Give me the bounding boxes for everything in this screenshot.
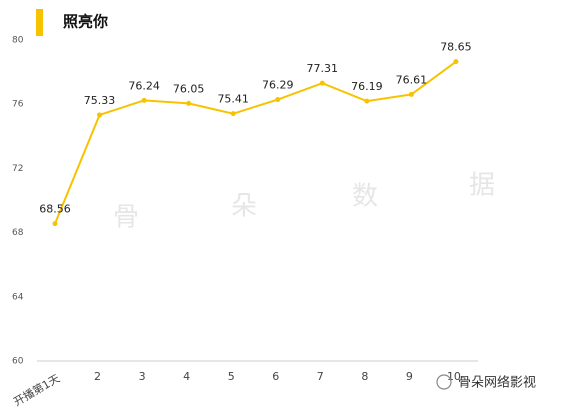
y-tick-label: 80: [12, 36, 24, 46]
value-label: 78.65: [440, 41, 472, 54]
x-tick-label: 2: [94, 370, 101, 383]
x-tick-label: 9: [406, 370, 413, 383]
value-label: 76.29: [262, 79, 294, 92]
point: [52, 221, 58, 227]
watermark: 数: [352, 182, 378, 212]
x-tick-label: 8: [361, 370, 368, 383]
point: [97, 112, 103, 118]
watermark: 朵: [231, 192, 257, 222]
point: [141, 97, 147, 103]
x-tick-label: 开播第1天: [11, 371, 62, 408]
value-label: 76.19: [351, 80, 383, 93]
value-label: 76.05: [173, 82, 205, 95]
watermark: 骨: [113, 203, 139, 233]
value-label: 75.33: [84, 94, 116, 107]
y-tick-label: 60: [12, 357, 24, 367]
watermark-icon: [436, 374, 452, 390]
x-tick-label: 4: [183, 370, 190, 383]
value-label: 68.56: [39, 203, 71, 216]
x-tick-label: 5: [228, 370, 235, 383]
x-tick-label: 3: [139, 370, 146, 383]
y-tick-label: 76: [12, 100, 24, 110]
point: [364, 98, 370, 104]
title-accent: [36, 9, 43, 36]
value-label: 76.24: [128, 79, 160, 92]
value-label: 76.61: [396, 73, 428, 86]
watermark: 据: [469, 171, 495, 201]
x-tick-label: 6: [272, 370, 279, 383]
line: [54, 60, 457, 224]
point: [453, 59, 459, 65]
chart-title: 照亮你: [63, 13, 108, 31]
point: [408, 91, 414, 97]
value-label: 77.31: [307, 62, 339, 75]
point: [186, 100, 192, 106]
y-tick-label: 64: [12, 292, 24, 302]
watermark: 骨朵网络影视: [458, 375, 536, 391]
point: [275, 97, 281, 103]
y-tick-label: 68: [12, 228, 24, 238]
y-tick-label: 72: [12, 164, 23, 174]
x-tick-label: 7: [317, 370, 324, 383]
point: [319, 80, 325, 86]
value-label: 75.41: [217, 93, 249, 106]
point: [230, 111, 236, 117]
